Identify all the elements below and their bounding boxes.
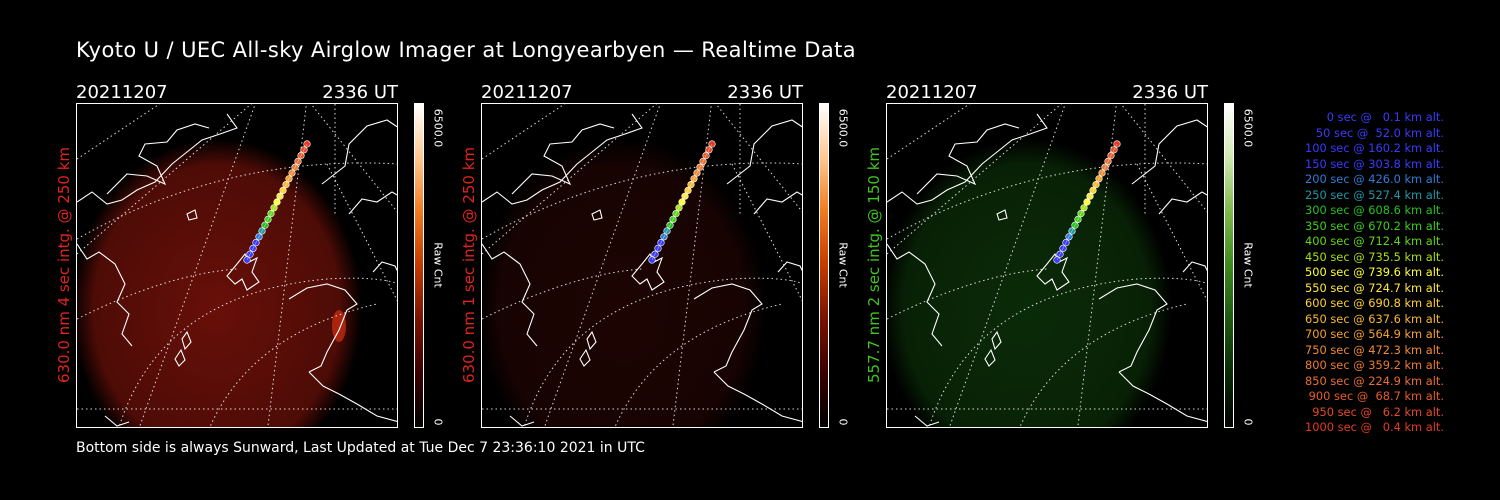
trajectory [648,140,716,264]
legend-entry: 350 sec @ 670.2 km alt. [1305,218,1444,233]
coastline [887,113,1207,427]
trajectory [1053,140,1121,264]
legend-entry: 750 sec @ 472.3 km alt. [1305,342,1444,357]
legend-entry: 400 sec @ 712.4 km alt. [1305,234,1444,248]
legend-entry: 650 sec @ 637.6 km alt. [1305,311,1444,326]
trajectory-line [651,143,713,261]
colorbar-unit-label: Raw Cnt [1241,242,1255,288]
legend-entry: 450 sec @ 735.5 km alt. [1305,249,1444,264]
colorbar-max-label: 6500.0 [431,108,445,148]
legend-entry: 100 sec @ 160.2 km alt. [1305,141,1444,155]
graticule [482,104,802,427]
graticule [887,104,1207,427]
legend-entry: 150 sec @ 303.8 km alt. [1305,156,1444,171]
trajectory-line [1056,143,1118,261]
panel-time: 2336 UT [1132,82,1208,103]
allsky-map [886,103,1208,428]
map-canvas [77,104,397,427]
legend-entry: 700 sec @ 564.9 km alt. [1305,327,1444,341]
panel-time: 2336 UT [727,82,803,103]
colorbar-unit-label: Raw Cnt [836,242,850,288]
graticule [77,104,397,427]
allsky-map [481,103,803,428]
colorbar-min-label: 0 [431,418,445,426]
legend-entry: 0 sec @ 0.1 km alt. [1326,110,1444,124]
legend-entry: 500 sec @ 739.6 km alt. [1305,265,1444,279]
colorbar-unit-label: Raw Cnt [431,242,445,288]
legend-entry: 50 sec @ 52.0 km alt. [1315,125,1444,140]
coastline [482,113,802,427]
legend-entry: 600 sec @ 690.8 km alt. [1305,296,1444,310]
panel-wavelength-label: 557.7 nm 2 sec intg. @ 150 km [865,146,883,384]
colorbar [819,103,829,428]
colorbar [414,103,424,428]
legend-entry: 800 sec @ 359.2 km alt. [1305,358,1444,372]
colorbar [1224,103,1234,428]
legend-entry: 300 sec @ 608.6 km alt. [1305,203,1444,217]
legend-entry: 200 sec @ 426.0 km alt. [1305,172,1444,186]
panel-date: 20211207 [481,82,573,103]
panel-date: 20211207 [76,82,168,103]
legend-entry: 550 sec @ 724.7 km alt. [1305,280,1444,295]
legend-entry: 850 sec @ 224.9 km alt. [1305,373,1444,388]
page-title: Kyoto U / UEC All-sky Airglow Imager at … [76,38,857,62]
legend-entry: 250 sec @ 527.4 km alt. [1305,187,1444,202]
legend-entry: 900 sec @ 68.7 km alt. [1308,389,1444,403]
colorbar-min-label: 0 [836,418,850,426]
panel-time: 2336 UT [322,82,398,103]
trajectory [243,140,311,264]
panel-wavelength-label: 630.0 nm 4 sec intg. @ 250 km [55,146,73,384]
colorbar-max-label: 6500.0 [836,108,850,148]
legend-entry: 1000 sec @ 0.4 km alt. [1305,420,1444,434]
allsky-map [76,103,398,428]
footer-note: Bottom side is always Sunward, Last Upda… [76,440,645,456]
legend-entry: 950 sec @ 6.2 km alt. [1312,404,1444,419]
colorbar-min-label: 0 [1241,418,1255,426]
airglow-field [77,139,362,427]
panel-wavelength-label: 630.0 nm 1 sec intg. @ 250 km [460,146,478,384]
map-canvas [482,104,802,427]
map-canvas [887,104,1207,427]
panel-date: 20211207 [886,82,978,103]
trajectory-line [246,143,308,261]
airglow-field [887,139,1172,427]
airglow-field [482,139,767,427]
aurora-patch [332,310,346,342]
trajectory-legend: 0 sec @ 0.1 km alt. 50 sec @ 52.0 km alt.… [1305,110,1444,436]
colorbar-max-label: 6500.0 [1241,108,1255,148]
coastline [77,113,397,427]
